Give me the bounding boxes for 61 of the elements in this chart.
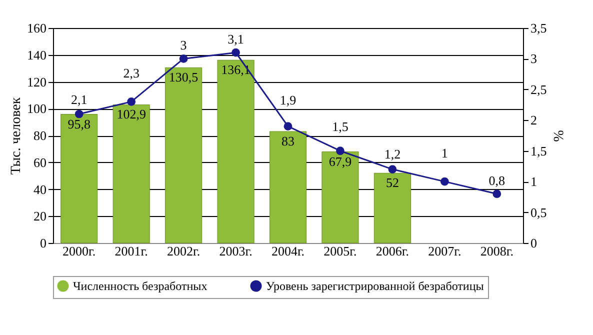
data-label: 3 bbox=[180, 38, 187, 53]
point bbox=[492, 190, 502, 198]
bar bbox=[217, 60, 254, 244]
y2-tick-label: 1,5 bbox=[530, 143, 547, 158]
data-label: 67,9 bbox=[328, 154, 352, 169]
y-tick-label: 80 bbox=[34, 128, 46, 143]
data-label: 1,5 bbox=[332, 118, 348, 134]
y-tick-label: 20 bbox=[34, 208, 46, 224]
legend-label: Уровень зарегистрированной безработицы bbox=[266, 279, 484, 293]
point bbox=[232, 48, 240, 57]
data-label: 1,9 bbox=[280, 92, 296, 108]
data-label: 2,3 bbox=[123, 66, 140, 81]
point bbox=[440, 177, 449, 186]
point bbox=[284, 122, 292, 130]
x-tick-label: 2007г. bbox=[428, 244, 462, 258]
y-tick-label: 0 bbox=[40, 236, 46, 250]
x-tick-label: 2004г. bbox=[271, 244, 305, 258]
legend-label: Численность безработных bbox=[73, 279, 208, 293]
bar bbox=[322, 152, 359, 244]
y-tick-label: 160 bbox=[27, 20, 46, 36]
y-tick-label: 120 bbox=[27, 74, 46, 90]
x-tick-label: 2006г. bbox=[376, 244, 410, 258]
bar bbox=[112, 104, 150, 244]
x-tick-label: 2005г. bbox=[324, 244, 357, 258]
data-label: 1,2 bbox=[384, 146, 401, 162]
bar bbox=[60, 114, 98, 244]
point bbox=[179, 54, 188, 63]
point bbox=[127, 98, 136, 106]
y-axis-title: Тыс. человек bbox=[9, 97, 24, 175]
y2-tick-label: 3,5 bbox=[530, 20, 547, 36]
x-tick-label: 2002г. bbox=[166, 244, 200, 258]
y-tick-label: 100 bbox=[27, 101, 46, 116]
x-tick-label: 2000г. bbox=[62, 244, 96, 258]
bar bbox=[165, 67, 202, 244]
x-tick-label: 2008г. bbox=[480, 244, 514, 258]
y2-tick-label: 2,5 bbox=[530, 82, 547, 97]
data-label: 2,1 bbox=[70, 92, 88, 107]
data-label: 52 bbox=[386, 175, 399, 190]
data-label: 0,8 bbox=[488, 172, 506, 188]
bar bbox=[269, 131, 307, 244]
bar bbox=[374, 172, 411, 244]
data-label: 130,5 bbox=[168, 70, 198, 85]
y-tick-label: 40 bbox=[34, 182, 46, 197]
y2-tick-label: 2 bbox=[530, 112, 537, 128]
data-label: 95,8 bbox=[68, 116, 90, 132]
x-tick-label: 2003г. bbox=[219, 244, 252, 258]
point bbox=[388, 165, 397, 174]
x-tick-label: 2001г. bbox=[114, 244, 148, 258]
data-label: 1 bbox=[441, 146, 448, 161]
data-label: 83 bbox=[282, 133, 294, 148]
point bbox=[336, 146, 344, 156]
y-tick-label: 140 bbox=[27, 47, 46, 62]
y2-axis-title: % bbox=[550, 130, 565, 142]
y2-tick-label: 0,5 bbox=[530, 204, 547, 220]
y2-tick-label: 3 bbox=[530, 51, 537, 66]
y-tick-label: 60 bbox=[34, 154, 46, 170]
data-label: 102,9 bbox=[116, 106, 146, 122]
y2-tick-label: 1 bbox=[530, 174, 537, 190]
point bbox=[74, 110, 84, 118]
data-label: 3,1 bbox=[228, 32, 244, 47]
y2-tick-label: 0 bbox=[530, 236, 537, 250]
